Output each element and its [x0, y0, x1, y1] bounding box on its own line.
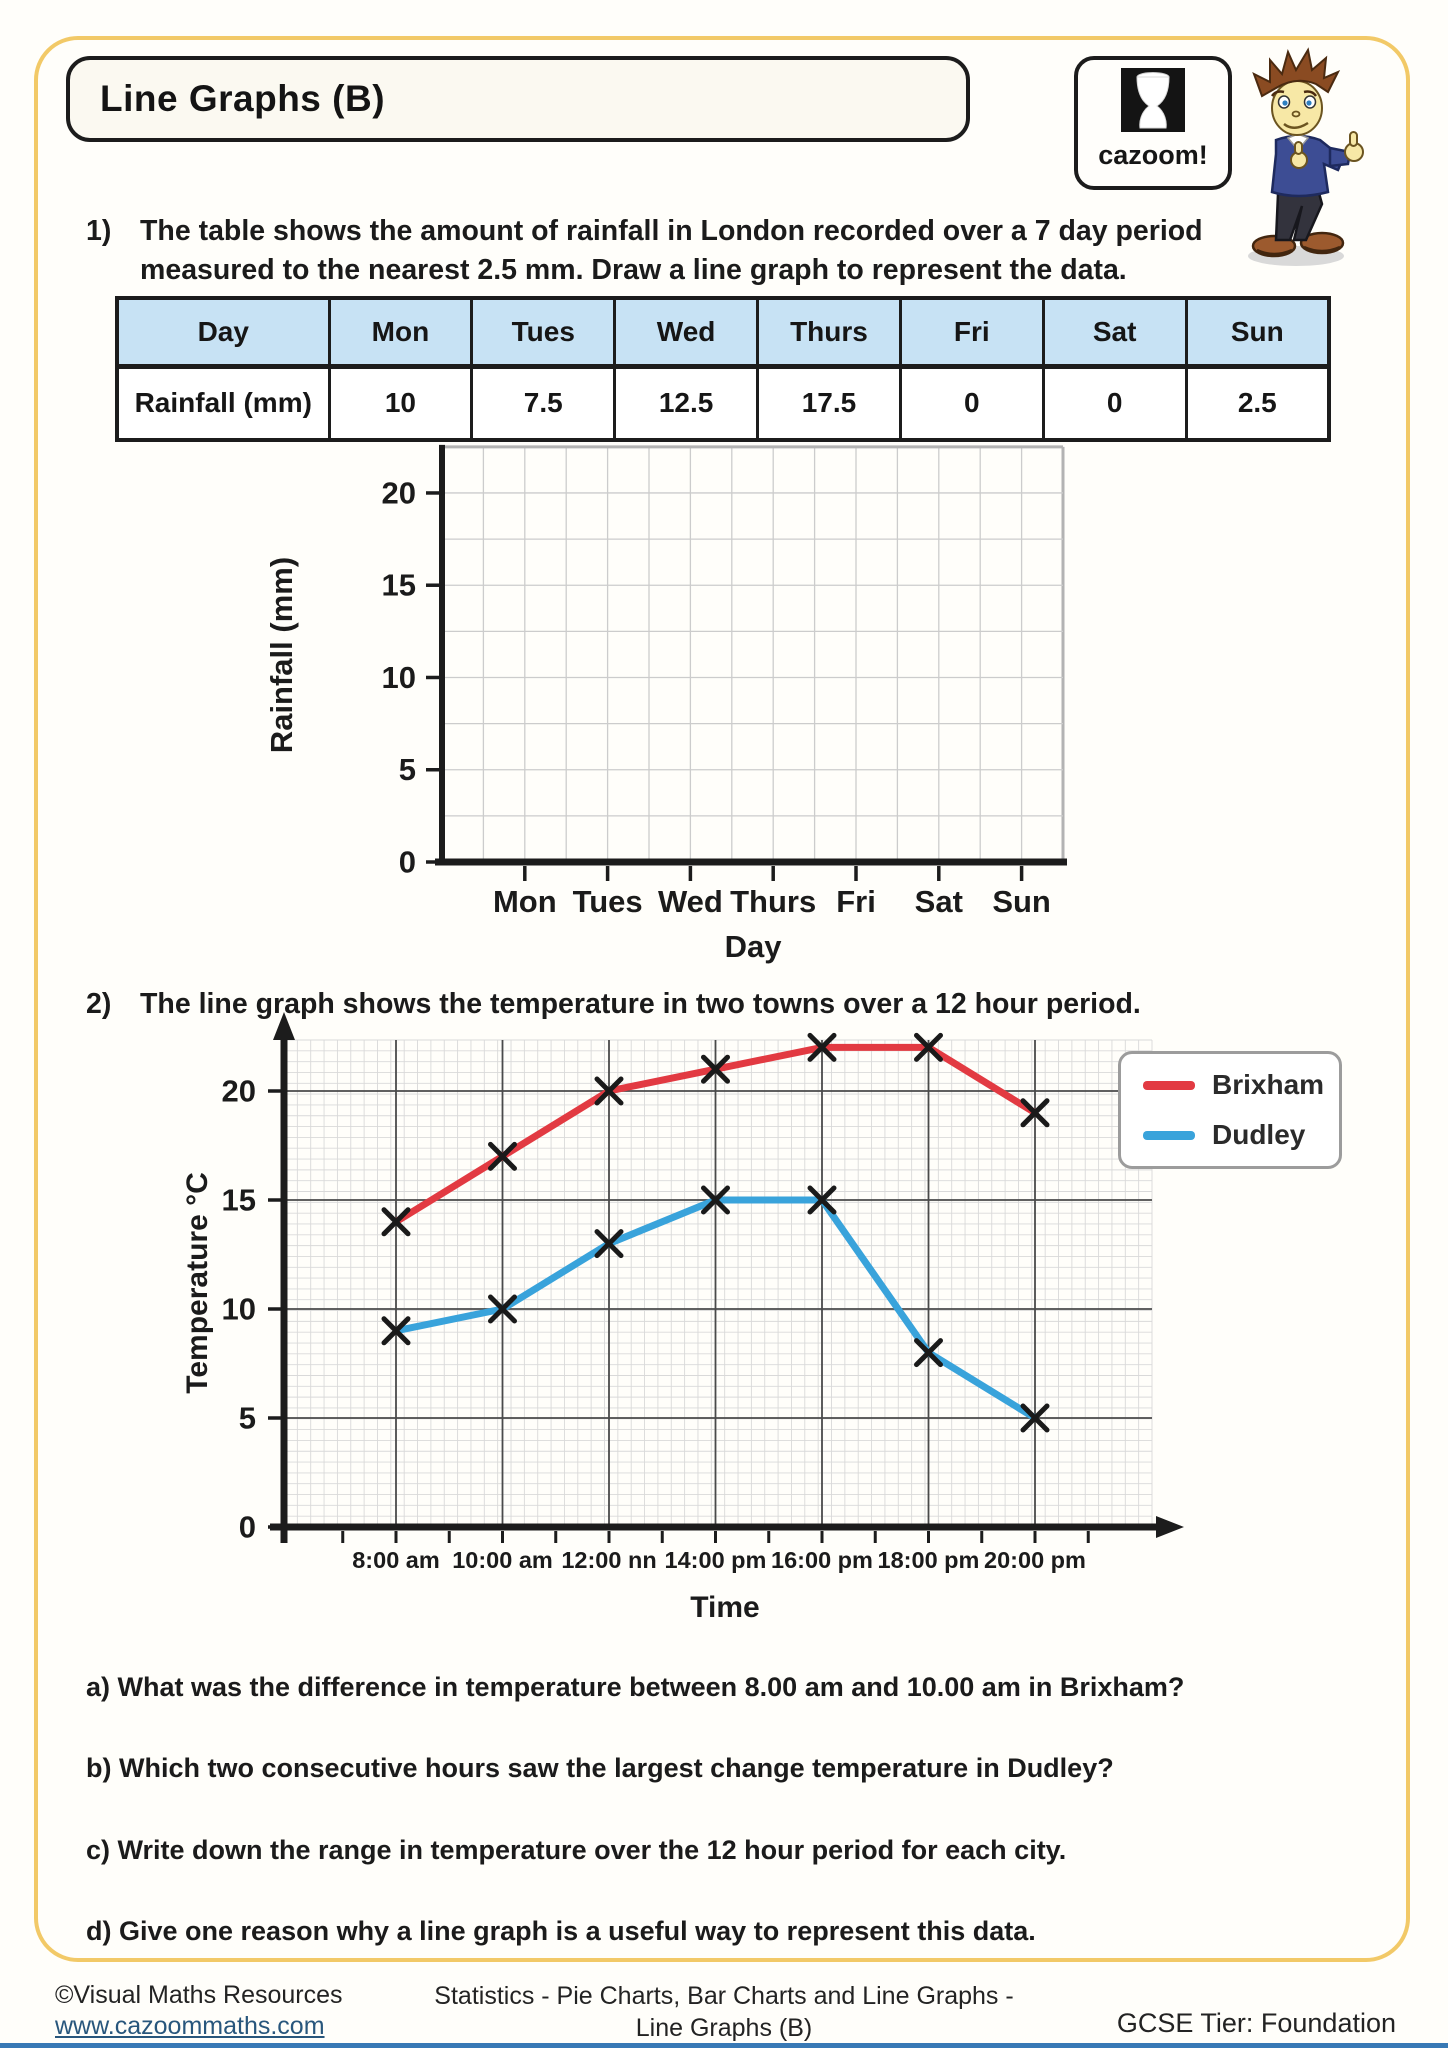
- dudley-line-swatch: [1143, 1130, 1195, 1140]
- table-header-cell: Sun: [1184, 296, 1331, 369]
- title-box: Line Graphs (B): [66, 56, 970, 142]
- table-header-cell: Sat: [1041, 296, 1188, 369]
- legend-label-dudley: Dudley: [1212, 1119, 1306, 1150]
- rainfall-y-axis-title: Rainfall (mm): [264, 557, 299, 753]
- x-tick-label: Sat: [915, 884, 963, 919]
- sub-question-c: c) Write down the range in temperature o…: [86, 1835, 1067, 1865]
- footer-topic-line1: Statistics - Pie Charts, Bar Charts and …: [434, 1982, 1014, 2010]
- question-2: 2) The line graph shows the temperature …: [86, 985, 1376, 1024]
- x-tick-label: Thurs: [730, 884, 816, 919]
- y-tick-label: 15: [382, 568, 416, 603]
- legend-item-brixham: Brixham: [1143, 1069, 1339, 1101]
- logo-text: cazoom!: [1098, 140, 1208, 170]
- x-tick-label: Mon: [493, 884, 557, 919]
- table-header-cell: Tues: [470, 296, 617, 369]
- temperature-chart-tick-labels: 8:00 am 10:00 am 12:00 nn 14:00 pm 16:00 pm 1…: [222, 1074, 1086, 1574]
- copyright-text: ©Visual Maths Resources: [55, 1981, 343, 2009]
- temperature-chart-axes: [268, 1012, 1184, 1543]
- bottom-accent-bar: [0, 2043, 1448, 2048]
- rainfall-x-axis-title: Day: [725, 929, 783, 964]
- table-header-cell: Day: [115, 296, 331, 369]
- cazoom-logo: cazoom!: [1074, 56, 1232, 190]
- table-header-cell: Wed: [613, 296, 760, 369]
- question-2-text: The line graph shows the temperature in …: [140, 988, 1141, 1020]
- rainfall-chart-axes: [426, 444, 1067, 881]
- table-cell: 17.5: [756, 364, 902, 442]
- brixham-line-swatch: [1143, 1080, 1195, 1090]
- table-row: Rainfall (mm) 10 7.5 12.5 17.5 0 0 2.5: [115, 364, 1331, 442]
- table-cell: 0: [1041, 364, 1188, 442]
- mascot-head: [1252, 47, 1341, 136]
- x-tick-label: Fri: [836, 884, 876, 919]
- rainfall-table: Day Mon Tues Wed Thurs Fri Sat Sun Rainfall (mm…: [115, 296, 1331, 442]
- rainfall-chart: 0 5 10 15 20 Mon Tues Wed Thurs Fri Sat Sun Rainfal…: [264, 444, 1067, 964]
- mascot-body: [1270, 133, 1352, 198]
- temperature-chart: 8:00 am 10:00 am 12:00 nn 14:00 pm 16:00 pm 1…: [181, 1012, 1184, 1624]
- footer-topic-line2: Line Graphs (B): [635, 2014, 813, 2042]
- rainfall-chart-grid: [442, 445, 1065, 862]
- footer-copyright-block: ©Visual Maths Resources www.cazoommaths.…: [55, 1980, 343, 2042]
- cazoom-logo-graphic: cazoom!: [1098, 68, 1208, 170]
- page-border: [34, 36, 1410, 1962]
- question-1: 1) The table shows the amount of rainfal…: [86, 212, 1376, 290]
- table-cell: 12.5: [613, 364, 760, 442]
- website-link[interactable]: www.cazoommaths.com: [55, 2012, 325, 2040]
- y-tick-label: 5: [399, 752, 416, 787]
- x-tick-label: Wed: [658, 884, 723, 919]
- question-1-number: 1): [86, 215, 112, 247]
- temperature-x-axis-title: Time: [690, 1591, 759, 1624]
- table-header-cell: Fri: [898, 296, 1045, 369]
- x-tick-label: 20:00 pm: [984, 1547, 1086, 1573]
- footer-topic-block: Statistics - Pie Charts, Bar Charts and …: [434, 1980, 1013, 2044]
- page-title: Line Graphs (B): [100, 78, 386, 119]
- x-tick-label: Sun: [992, 884, 1051, 919]
- y-tick-label: 20: [222, 1074, 256, 1109]
- table-cell: 2.5: [1184, 364, 1331, 442]
- sub-question-b: b) Which two consecutive hours saw the l…: [86, 1753, 1114, 1783]
- y-tick-label: 20: [382, 475, 416, 510]
- x-tick-label: Tues: [573, 884, 643, 919]
- legend-label-brixham: Brixham: [1212, 1069, 1325, 1100]
- x-tick-label: 8:00 am: [352, 1547, 440, 1573]
- table-cell: 10: [327, 364, 474, 442]
- x-tick-label: 12:00 nn: [561, 1547, 656, 1573]
- chart-legend: Brixham Dudley: [1118, 1051, 1342, 1169]
- y-tick-label: 10: [222, 1292, 256, 1327]
- x-tick-label: 18:00 pm: [878, 1547, 980, 1573]
- x-tick-label: 16:00 pm: [771, 1547, 873, 1573]
- x-tick-label: 10:00 am: [452, 1547, 553, 1573]
- table-header-cell: Thurs: [756, 296, 902, 369]
- logo-goblet-icon: [1136, 76, 1170, 129]
- footer-tier: GCSE Tier: Foundation: [1116, 2008, 1396, 2038]
- y-tick-label: 0: [399, 845, 416, 880]
- mascot-illustration: [1248, 47, 1364, 266]
- question-1-text: The table shows the amount of rainfall i…: [140, 215, 1203, 286]
- sub-question-a: a) What was the difference in temperatur…: [86, 1672, 1185, 1702]
- mascot-hands: [1290, 131, 1364, 169]
- rainfall-chart-tick-labels: 0 5 10 15 20 Mon Tues Wed Thurs Fri Sat Sun: [382, 475, 1051, 919]
- y-tick-label: 15: [222, 1183, 256, 1218]
- y-tick-label: 10: [382, 660, 416, 695]
- temperature-y-axis-title: Temperature °C: [181, 1172, 214, 1394]
- temperature-chart-series: [381, 1032, 1050, 1433]
- x-tick-label: 14:00 pm: [665, 1547, 767, 1573]
- question-2-number: 2): [86, 988, 112, 1020]
- table-cell: Rainfall (mm): [115, 364, 331, 442]
- table-cell: 7.5: [470, 364, 617, 442]
- y-tick-label: 5: [239, 1401, 256, 1436]
- rainfall-table-header: Day Mon Tues Wed Thurs Fri Sat Sun: [115, 296, 1331, 369]
- y-tick-label: 0: [239, 1510, 256, 1545]
- temperature-chart-grid: [283, 1039, 1153, 1528]
- sub-question-d: d) Give one reason why a line graph is a…: [86, 1916, 1036, 1946]
- table-header-cell: Mon: [327, 296, 474, 369]
- legend-item-dudley: Dudley: [1143, 1119, 1339, 1151]
- table-cell: 0: [898, 364, 1045, 442]
